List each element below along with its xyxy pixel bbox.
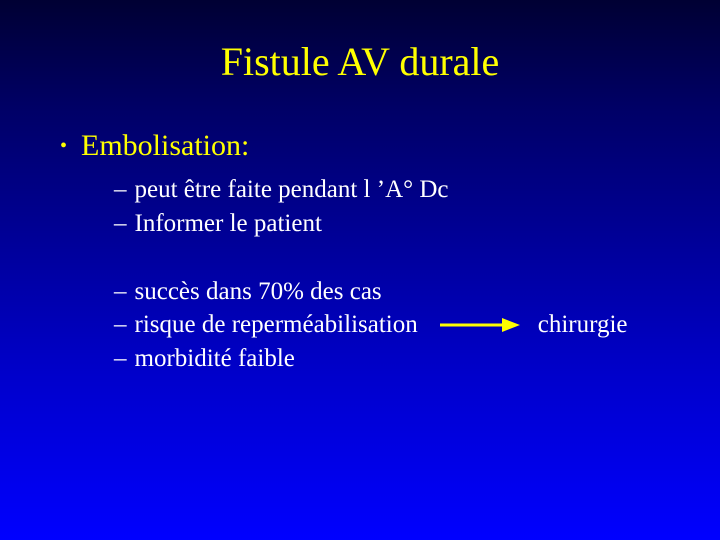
slide-title: Fistule AV durale xyxy=(0,0,720,85)
dash-icon: – xyxy=(114,308,127,342)
bullet-level2-text: Informer le patient xyxy=(135,207,322,241)
bullet-level2-text: succès dans 70% des cas xyxy=(135,275,382,309)
bullet-level2-text: peut être faite pendant l ’A° Dc xyxy=(135,173,449,207)
presentation-slide: Fistule AV durale • Embolisation: – peut… xyxy=(0,0,720,540)
bullet-level1-text: Embolisation: xyxy=(81,129,249,163)
arrow-target-text: chirurgie xyxy=(538,308,628,342)
bullet-level2: – succès dans 70% des cas xyxy=(114,275,720,309)
slide-body: • Embolisation: – peut être faite pendan… xyxy=(0,85,720,376)
sublist-group-1: – peut être faite pendant l ’A° Dc – Inf… xyxy=(60,163,720,376)
arrow-icon xyxy=(440,316,520,334)
bullet-level2: – Informer le patient xyxy=(114,207,720,241)
dash-icon: – xyxy=(114,207,127,241)
dash-icon: – xyxy=(114,342,127,376)
bullet-level2-text: morbidité faible xyxy=(135,342,295,376)
bullet-level2-with-arrow: – risque de reperméabilisation chirurgie xyxy=(114,308,720,342)
dash-icon: – xyxy=(114,173,127,207)
bullet-level2: – peut être faite pendant l ’A° Dc xyxy=(114,173,720,207)
bullet-level2-text: risque de reperméabilisation xyxy=(135,308,418,342)
spacer xyxy=(114,241,720,275)
dash-icon: – xyxy=(114,275,127,309)
bullet-level2: – morbidité faible xyxy=(114,342,720,376)
bullet-dot-icon: • xyxy=(60,135,67,158)
bullet-level1: • Embolisation: xyxy=(60,129,720,163)
